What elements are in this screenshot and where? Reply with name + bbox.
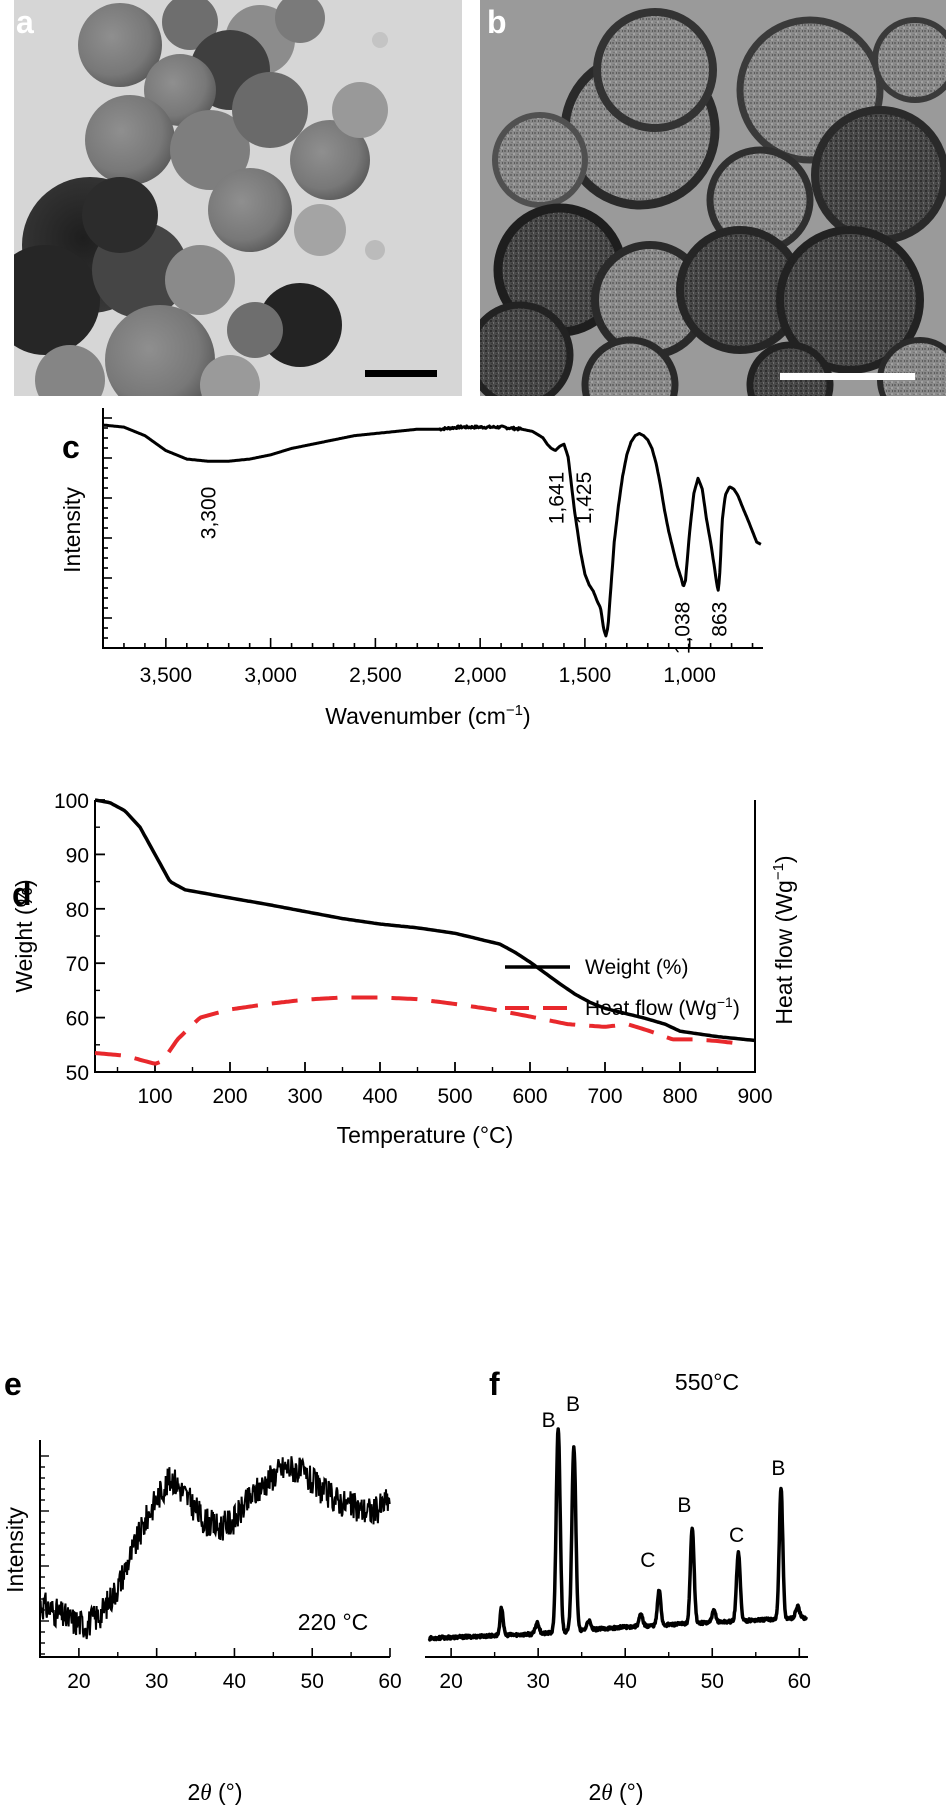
chart-d-x-tick-label: 800 (662, 1085, 697, 1108)
chart-d-x-tick-label: 200 (212, 1085, 247, 1108)
chart-c-x-tick-label: 1,000 (663, 664, 716, 687)
chart-c-x-axis-label: Wavenumber (cm−1) (325, 702, 530, 729)
chart-c-x-tick-label: 2,500 (349, 664, 402, 687)
chart-e-x-tick-label: 60 (378, 1670, 401, 1693)
chart-d-y-tick-label: 60 (66, 1008, 89, 1031)
chart-d-x-tick-label: 300 (287, 1085, 322, 1108)
chart-d-y2-axis-label: Heat flow (Wg−1) (770, 855, 797, 1024)
chart-d-y-tick-label: 50 (66, 1062, 89, 1085)
chart-c-x-tick-label: 3,000 (244, 664, 297, 687)
chart-c-x-tick-label: 3,500 (140, 664, 193, 687)
scale-bar-b (780, 373, 915, 380)
chart-f-x-tick-label: 20 (439, 1670, 462, 1693)
chart-f-x-axis-label: 2θ (°) (588, 1779, 643, 1805)
xrd-220-series-line (39, 1456, 391, 1640)
chart-e-x-tick-label: 50 (301, 1670, 324, 1693)
legend-weight-label: Weight (%) (585, 956, 688, 979)
chart-thermal: 100 200 300 400 500 600 700 800 900 50 60 70 80 90 100… (11, 790, 797, 1148)
panel-label-d: d (12, 876, 32, 912)
chart-f-phase-label: C (640, 1549, 655, 1572)
tem-image-b (480, 0, 946, 396)
chart-f-ticks (450, 1648, 801, 1657)
chart-d-x-tick-label: 500 (437, 1085, 472, 1108)
chart-d-y-tick-label: 90 (66, 844, 89, 867)
chart-f-x-tick-label: 50 (701, 1670, 724, 1693)
chart-f-phase-label: B (771, 1457, 785, 1480)
chart-d-axes (94, 800, 756, 1073)
panel-label-a: a (16, 4, 34, 40)
chart-d-y-axis-label: Weight (%) (11, 879, 37, 992)
chart-f-title: 550°C (675, 1369, 739, 1395)
panel-label-e: e (4, 1366, 22, 1402)
chart-e-ticks (39, 1455, 391, 1657)
chart-d-x-tick-label: 600 (512, 1085, 547, 1108)
chart-d-x-tick-label: 700 (587, 1085, 622, 1108)
chart-c-peak-label: 1,641 (545, 472, 568, 525)
chart-d-x-axis-label: Temperature (°C) (337, 1122, 514, 1148)
chart-e-x-tick-label: 30 (145, 1670, 168, 1693)
xrd-550-series-line (427, 1427, 808, 1642)
chart-d-y-tick-label: 100 (54, 790, 89, 813)
chart-c-x-tick-label: 1,500 (559, 664, 612, 687)
chart-f-x-tick-label: 60 (788, 1670, 811, 1693)
panel-label-f: f (489, 1366, 500, 1402)
panel-label-b: b (487, 4, 507, 40)
weight-series-line (94, 798, 755, 1043)
chart-c-peak-label: 1,038 (672, 602, 695, 655)
chart-c-y-axis-label: Intensity (59, 487, 85, 573)
chart-f-phase-label: B (566, 1393, 580, 1416)
chart-f-phase-label: C (729, 1524, 744, 1547)
tem-image-a (14, 0, 462, 396)
chart-c-peak-label: 3,300 (198, 487, 221, 540)
chart-d-y-tick-label: 70 (66, 953, 89, 976)
chart-d-ticks (95, 799, 756, 1073)
chart-d-x-tick-label: 900 (737, 1085, 772, 1108)
chart-ftir: 3,500 3,000 2,500 2,000 1,500 1,000 3,300 1,641… (59, 408, 763, 729)
chart-f-phase-label: B (542, 1409, 556, 1432)
chart-c-ticks (102, 417, 754, 648)
chart-xrd-220: 20 30 40 50 60 220 °C 2θ (°) Intensity (2, 1440, 402, 1805)
chart-c-peak-label: 863 (708, 602, 731, 637)
chart-d-legend: Weight (%) Heat flow (Wg−1) (505, 956, 740, 1020)
chart-d-x-tick-label: 100 (137, 1085, 172, 1108)
chart-e-x-tick-label: 40 (223, 1670, 246, 1693)
chart-e-y-axis-label: Intensity (2, 1507, 28, 1593)
chart-d-x-tick-label: 400 (362, 1085, 397, 1108)
chart-e-x-tick-label: 20 (67, 1670, 90, 1693)
chart-f-phase-label: B (677, 1494, 691, 1517)
panel-label-c: c (62, 429, 80, 465)
ftir-series-line (102, 423, 762, 638)
chart-e-x-axis-label: 2θ (°) (187, 1779, 242, 1805)
scale-bar-a (365, 370, 437, 377)
heat-flow-series-line (94, 995, 739, 1066)
chart-e-temperature-label: 220 °C (298, 1609, 369, 1635)
chart-c-x-tick-label: 2,000 (454, 664, 507, 687)
chart-f-x-tick-label: 40 (614, 1670, 637, 1693)
chart-d-y-tick-label: 80 (66, 899, 89, 922)
chart-c-peak-label: 1,425 (573, 472, 596, 525)
chart-f-x-tick-label: 30 (526, 1670, 549, 1693)
legend-heat-flow-label: Heat flow (Wg−1) (585, 994, 740, 1020)
